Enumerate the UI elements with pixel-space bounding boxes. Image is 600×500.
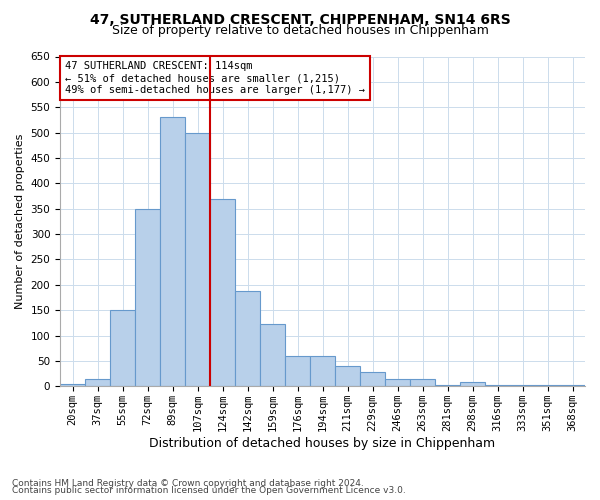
Text: Contains public sector information licensed under the Open Government Licence v3: Contains public sector information licen… [12,486,406,495]
Bar [460,382,485,386]
Bar [285,356,310,386]
Bar [85,378,110,386]
Bar [60,384,85,386]
X-axis label: Distribution of detached houses by size in Chippenham: Distribution of detached houses by size … [149,437,496,450]
Bar [385,379,410,386]
Bar [185,132,210,386]
Bar [210,198,235,386]
Bar [235,291,260,386]
Text: Size of property relative to detached houses in Chippenham: Size of property relative to detached ho… [112,24,488,37]
Bar [260,324,285,386]
Bar [110,310,135,386]
Bar [160,118,185,386]
Bar [335,366,360,386]
Bar [310,356,335,386]
Text: 47 SUTHERLAND CRESCENT: 114sqm
← 51% of detached houses are smaller (1,215)
49% : 47 SUTHERLAND CRESCENT: 114sqm ← 51% of … [65,62,365,94]
Text: Contains HM Land Registry data © Crown copyright and database right 2024.: Contains HM Land Registry data © Crown c… [12,478,364,488]
Bar [410,379,435,386]
Text: 47, SUTHERLAND CRESCENT, CHIPPENHAM, SN14 6RS: 47, SUTHERLAND CRESCENT, CHIPPENHAM, SN1… [89,12,511,26]
Bar [360,372,385,386]
Y-axis label: Number of detached properties: Number of detached properties [15,134,25,309]
Bar [135,208,160,386]
